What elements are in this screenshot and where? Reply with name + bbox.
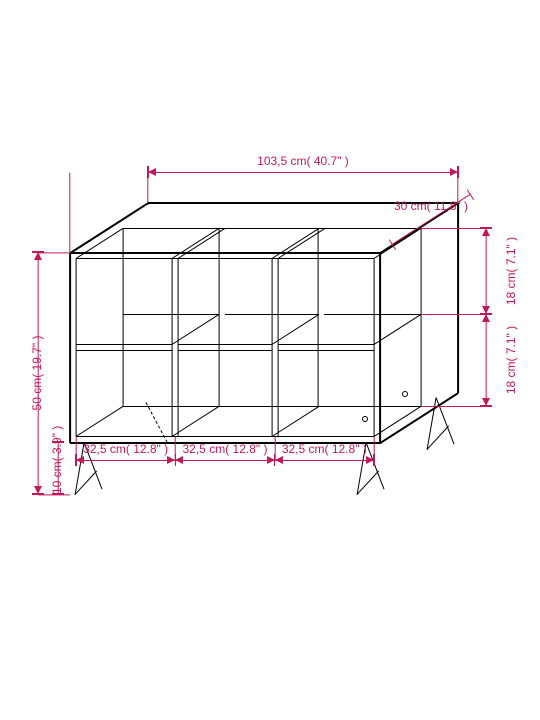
inner-top [76,258,374,259]
dim-label-col-b: 32,5 cm( 12.8" ) [175,442,274,456]
ext [421,406,486,407]
shelf-back-1 [225,314,318,315]
back-right [457,203,459,393]
div-depth-b-1 [172,406,219,437]
back-inner-right [420,229,421,407]
div-back-2 [318,229,319,407]
depth-tr [374,228,421,259]
shelf-f-top-0 [76,344,172,345]
shelf-f-top-1 [178,344,271,345]
div-depth-t-2 [271,228,318,259]
line [147,203,148,205]
div-depth-t-1 [172,228,219,259]
dim-arrow [76,456,84,464]
shelf-f-top-2 [278,344,374,345]
div-back-1 [219,229,220,407]
dim-arrow [148,168,156,176]
divider-front-l-1 [172,259,173,437]
ext [69,173,70,253]
inner-right [373,259,374,437]
dim-arrow [275,456,283,464]
dim-label-row-top: 18 cm( 7.1" ) [504,228,518,314]
inner-bottom [76,436,374,437]
ext [421,228,486,229]
edge-bot-right [379,392,458,444]
dim-label-col-a: 32,5 cm( 12.8" ) [76,442,175,456]
back-inner-top [123,228,421,229]
divider-front-r-1 [178,259,179,437]
divider-front-l-2 [271,259,272,437]
inner-left [75,259,76,437]
hole [402,391,408,397]
dim-label-leg-left: 10 cm( 3.9" ) [50,442,64,494]
shelf-f-bot-2 [278,350,374,351]
front-top [70,252,380,254]
dim-width-top [148,172,458,173]
dim-col-b [175,460,274,461]
dim-col-a [76,460,175,461]
dim-label-row-bot: 18 cm( 7.1" ) [504,314,518,406]
shelf-f-bot-0 [76,350,172,351]
shelf-back-2 [324,314,420,315]
dim-arrow [482,228,490,236]
dim-arrow [175,456,183,464]
dim-label-col-c: 32,5 cm( 12.8" ) [275,442,374,456]
depth-bl [76,406,123,437]
shelf-back-0 [123,314,219,315]
dim-arrow [482,314,490,322]
front-right [379,253,381,443]
dim-row-top [485,229,486,315]
dim-label-height-left: 50 cm( 19.7" ) [30,252,44,494]
ext [421,314,486,315]
hole [362,416,368,422]
shelf-depth-0 [172,314,219,345]
dim-row-bot [485,315,486,407]
dim-arrow [366,456,374,464]
dim-col-c [275,460,374,461]
dim-label-width-top: 103,5 cm( 40.7" ) [148,154,458,168]
divider-front-r-2 [277,259,278,437]
dim-label-depth-top: 30 cm( 11.8" ) [381,199,481,213]
front-left [69,253,71,443]
dim-arrow [482,398,490,406]
back-inner-left [122,229,123,407]
dim-arrow [450,168,458,176]
shelf-f-bot-1 [178,350,271,351]
